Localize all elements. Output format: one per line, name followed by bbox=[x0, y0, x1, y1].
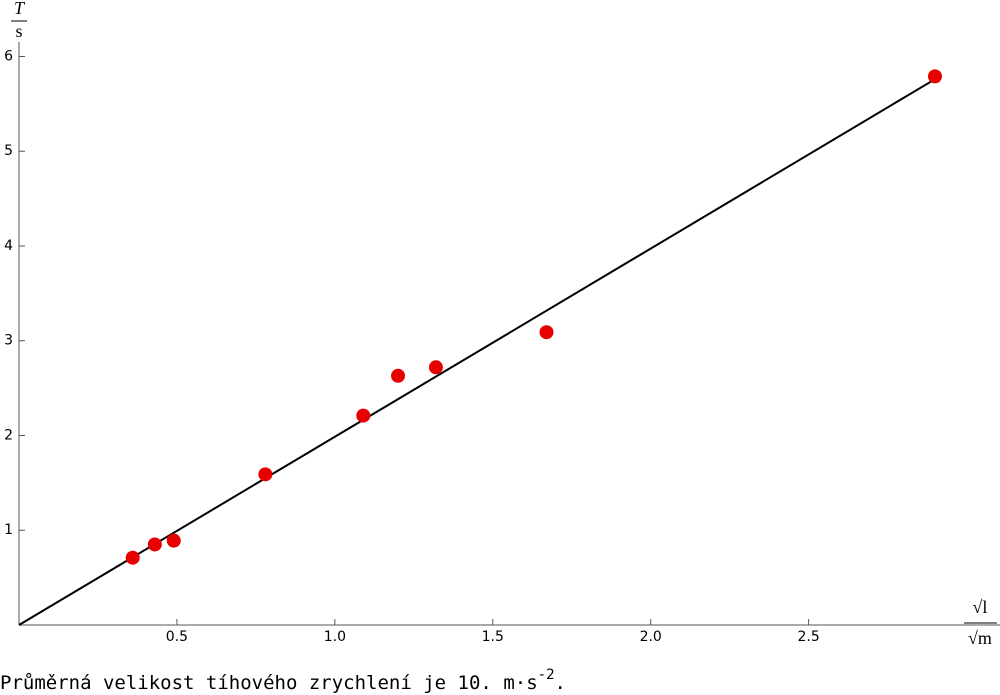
y-tick-label: 3 bbox=[4, 333, 13, 349]
x-tick-label: 1.5 bbox=[482, 629, 504, 645]
y-label-denominator: s bbox=[15, 21, 22, 41]
point bbox=[927, 69, 942, 84]
point bbox=[356, 408, 371, 423]
point bbox=[258, 467, 273, 482]
caption-superscript: -2 bbox=[538, 667, 555, 683]
caption-end: . bbox=[555, 672, 566, 694]
y-tick-label: 4 bbox=[4, 238, 13, 254]
point bbox=[166, 533, 181, 548]
x-tick-label: 0.5 bbox=[166, 629, 188, 645]
point bbox=[428, 360, 443, 375]
y-tick-label: 5 bbox=[4, 143, 13, 159]
y-tick-label: 2 bbox=[4, 427, 13, 443]
x-tick-label: 2.5 bbox=[798, 629, 820, 645]
y-tick-label: 6 bbox=[4, 48, 13, 64]
caption-text: Průměrná velikost tíhového zrychlení je … bbox=[0, 672, 538, 694]
x-tick-label: 1.0 bbox=[324, 629, 346, 645]
point bbox=[147, 537, 162, 552]
fit-line bbox=[18, 74, 942, 626]
point bbox=[125, 550, 140, 565]
y-tick-label: 1 bbox=[4, 522, 13, 538]
y-label-numerator: T bbox=[14, 0, 26, 18]
x-label-denominator: √m bbox=[968, 628, 992, 648]
point bbox=[391, 368, 406, 383]
caption: Průměrná velikost tíhového zrychlení je … bbox=[0, 667, 566, 694]
x-tick-label: 2.0 bbox=[640, 629, 662, 645]
point bbox=[539, 325, 554, 340]
x-label-numerator: √l bbox=[973, 597, 988, 617]
